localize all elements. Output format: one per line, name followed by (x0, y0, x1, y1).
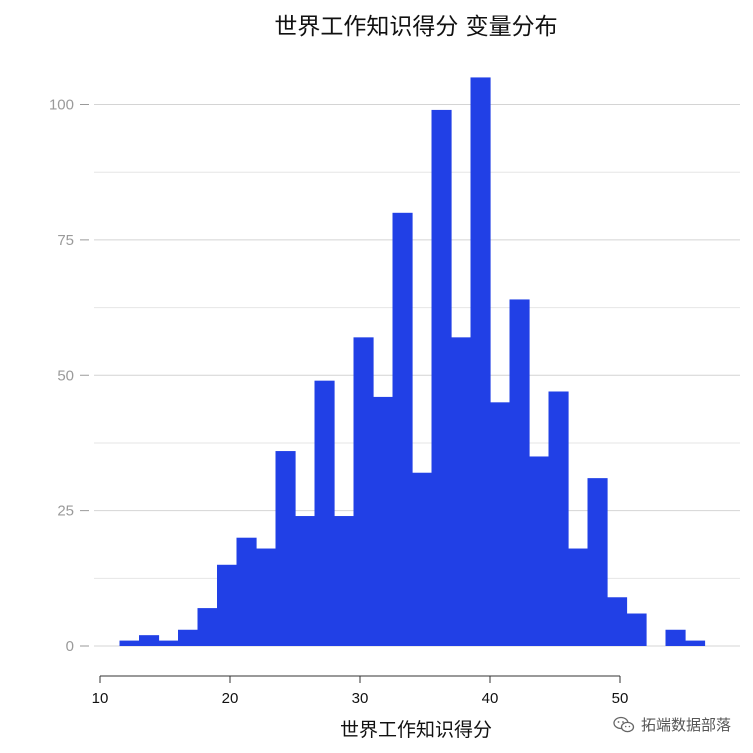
histogram-bar (626, 613, 647, 646)
histogram-bar (490, 402, 511, 646)
y-tick-label: 25 (57, 503, 74, 520)
histogram-bar (197, 608, 218, 646)
histogram-bar (314, 380, 335, 646)
watermark: 拓端数据部落 (613, 714, 731, 735)
histogram-bar (607, 597, 628, 646)
x-tick-label: 40 (482, 690, 499, 707)
histogram-bar (373, 396, 394, 646)
y-tick-label: 100 (49, 97, 74, 114)
y-tick-label: 75 (57, 232, 74, 249)
histogram-bar (275, 451, 296, 646)
y-tick-label: 0 (66, 638, 74, 655)
histogram-bar (158, 640, 179, 646)
histogram-bar (217, 564, 238, 646)
histogram-bar (392, 212, 413, 647)
histogram-bar (587, 478, 608, 646)
histogram-bar (568, 548, 589, 646)
watermark-text: 拓端数据部落 (640, 716, 731, 734)
histogram-bar (665, 629, 686, 646)
x-tick-label: 30 (352, 690, 369, 707)
histogram-bar (139, 635, 160, 646)
histogram-bar (431, 109, 452, 647)
histogram-bar (256, 548, 277, 646)
histogram-bar (119, 640, 140, 646)
grid-lines (94, 104, 740, 647)
histogram-bar (334, 516, 355, 646)
x-tick-label: 50 (612, 690, 629, 707)
histogram-bars (119, 77, 706, 647)
x-axis-title: 世界工作知识得分 (340, 719, 492, 741)
histogram-bar (236, 537, 257, 646)
chart-title: 世界工作知识得分 变量分布 (274, 14, 557, 40)
histogram-bar (685, 640, 706, 646)
histogram-bar (412, 472, 433, 646)
histogram-bar (353, 337, 374, 646)
x-tick-label: 20 (222, 690, 239, 707)
histogram-bar (470, 77, 491, 647)
wechat-icon (613, 716, 635, 732)
x-tick-label: 10 (92, 690, 109, 707)
histogram-bar (509, 299, 530, 646)
histogram-bar (295, 516, 316, 646)
axes: 0 25 50 75 100 10 20 30 40 50 (49, 97, 628, 708)
histogram-bar (529, 456, 550, 646)
y-tick-label: 50 (57, 367, 74, 384)
histogram-bar (548, 391, 569, 646)
histogram-bar (178, 629, 199, 646)
histogram-bar (451, 337, 472, 646)
